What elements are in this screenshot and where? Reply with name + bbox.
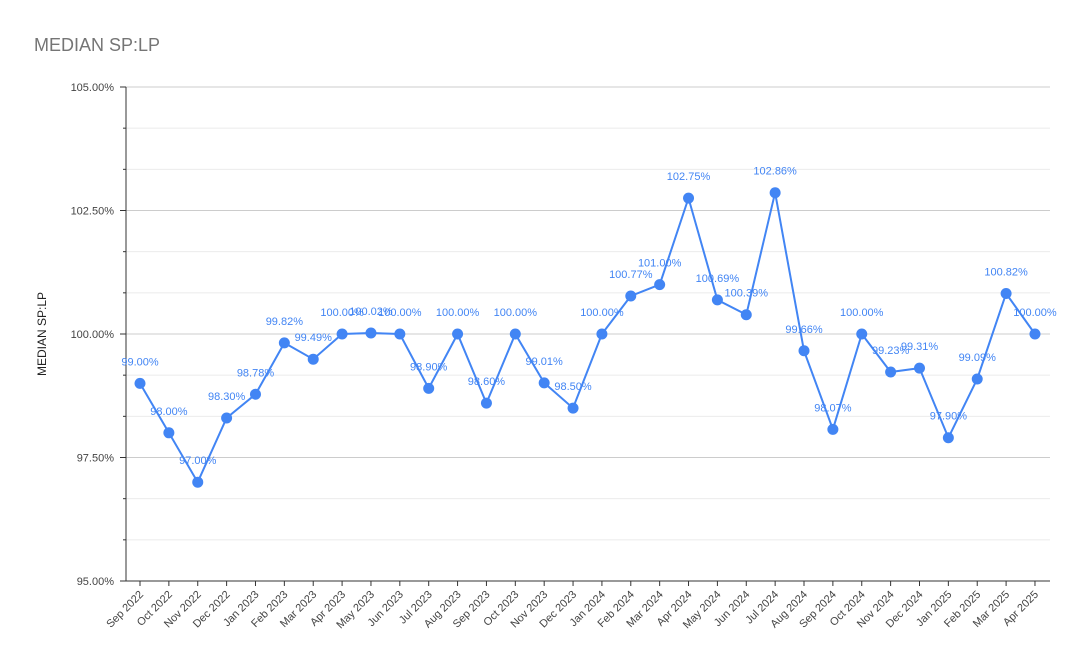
data-point bbox=[134, 377, 146, 389]
data-point bbox=[163, 427, 175, 439]
data-point bbox=[423, 382, 435, 394]
data-label: 98.60% bbox=[468, 376, 506, 388]
series-line bbox=[139, 192, 1036, 485]
data-label: 97.90% bbox=[930, 411, 968, 423]
data-point bbox=[769, 187, 781, 199]
data-point bbox=[1000, 287, 1012, 299]
data-label: 100.77% bbox=[609, 269, 653, 281]
data-point bbox=[683, 192, 695, 204]
data-label: 99.31% bbox=[901, 341, 939, 353]
data-point bbox=[480, 397, 492, 409]
data-label: 100.00% bbox=[494, 307, 538, 319]
data-label: 99.66% bbox=[785, 324, 823, 336]
data-point bbox=[913, 362, 925, 374]
data-point bbox=[885, 366, 897, 378]
data-point bbox=[336, 328, 348, 340]
data-label: 98.30% bbox=[208, 391, 246, 403]
y-tick-label: 97.50% bbox=[77, 453, 115, 465]
data-label: 99.09% bbox=[959, 352, 997, 364]
data-point bbox=[711, 294, 723, 306]
data-label: 100.00% bbox=[580, 307, 624, 319]
data-point bbox=[625, 290, 637, 302]
data-label: 98.78% bbox=[237, 367, 275, 379]
data-label: 98.50% bbox=[554, 381, 592, 393]
data-label: 98.00% bbox=[150, 406, 188, 418]
data-label: 100.39% bbox=[725, 288, 769, 300]
data-label: 100.00% bbox=[840, 307, 884, 319]
data-label: 102.75% bbox=[667, 171, 711, 183]
data-label: 102.86% bbox=[753, 166, 797, 178]
y-axis-title: MEDIAN SP:LP bbox=[35, 292, 49, 376]
data-label: 101.00% bbox=[638, 258, 682, 270]
data-label: 97.00% bbox=[179, 455, 217, 467]
data-label: 99.23% bbox=[872, 345, 910, 357]
series-line-layer bbox=[139, 192, 1036, 485]
grid-lines bbox=[126, 86, 1050, 541]
data-point bbox=[278, 337, 290, 349]
data-point bbox=[1029, 328, 1041, 340]
data-point bbox=[221, 412, 233, 424]
data-point bbox=[452, 328, 464, 340]
data-label: 100.00% bbox=[1013, 307, 1057, 319]
data-points bbox=[134, 187, 1041, 488]
data-label: 100.00% bbox=[320, 307, 364, 319]
data-point bbox=[654, 279, 666, 291]
data-label: 98.90% bbox=[410, 361, 448, 373]
data-point bbox=[307, 353, 319, 365]
data-label: 98.07% bbox=[814, 402, 852, 414]
data-point bbox=[798, 345, 810, 357]
data-label: 99.49% bbox=[295, 332, 333, 344]
data-point bbox=[740, 309, 752, 321]
data-label: 99.01% bbox=[526, 356, 564, 368]
data-point bbox=[249, 388, 261, 400]
data-point bbox=[942, 432, 954, 444]
data-label: 100.00% bbox=[436, 307, 480, 319]
data-label: 99.00% bbox=[121, 356, 159, 368]
data-point bbox=[827, 423, 839, 435]
data-point bbox=[538, 377, 550, 389]
y-tick-label: 102.50% bbox=[71, 206, 115, 218]
data-labels: 99.00% 98.00% 97.00% 98.30% 98.78% 99.82% 99.4… bbox=[121, 166, 1057, 467]
data-point bbox=[365, 327, 377, 339]
data-label: 99.82% bbox=[266, 316, 304, 328]
data-point bbox=[509, 328, 521, 340]
data-point bbox=[394, 328, 406, 340]
y-tick-label: 100.00% bbox=[71, 329, 115, 341]
data-point bbox=[567, 402, 579, 414]
data-label: 100.02% bbox=[349, 306, 393, 318]
y-tick-label: 105.00% bbox=[71, 82, 115, 94]
data-label: 100.82% bbox=[984, 266, 1028, 278]
chart-title: MEDIAN SP:LP bbox=[34, 35, 161, 55]
data-point bbox=[856, 328, 868, 340]
y-tick-label: 95.00% bbox=[77, 576, 115, 588]
data-label: 100.00% bbox=[378, 307, 422, 319]
data-point bbox=[192, 476, 204, 488]
data-point bbox=[596, 328, 608, 340]
data-label: 100.69% bbox=[696, 273, 740, 285]
data-point bbox=[971, 373, 983, 385]
